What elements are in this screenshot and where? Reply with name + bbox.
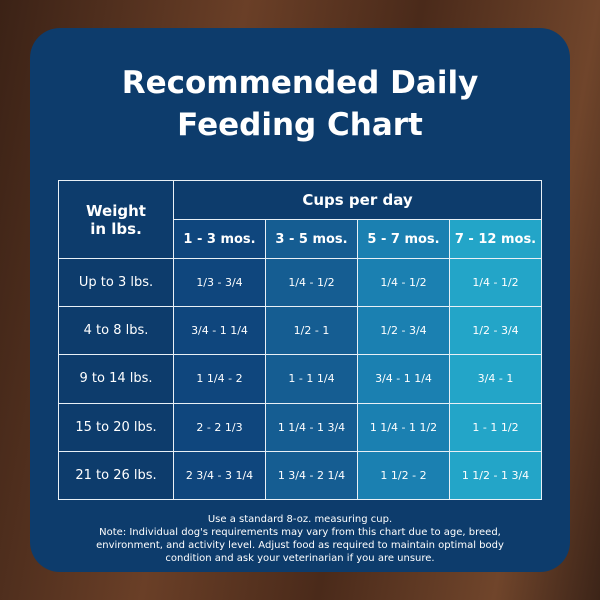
weight-cell: 21 to 26 lbs. xyxy=(58,450,174,501)
table-row: 15 to 20 lbs. 2 - 2 1/3 1 1/4 - 1 3/4 1 1/4… xyxy=(58,402,542,452)
cups-cell: 2 3/4 - 3 1/4 xyxy=(173,450,266,501)
cups-cell: 2 - 2 1/3 xyxy=(173,402,266,452)
cups-cell: 1/4 - 1/2 xyxy=(265,257,358,308)
table-row: 4 to 8 lbs. 3/4 - 1 1/4 1/2 - 1 1/2 - 3/4 1/… xyxy=(58,306,542,356)
cups-cell: 1 1/4 - 2 xyxy=(173,354,266,404)
table-head: Weight in lbs. Cups per day 1 - 3 mos. 3 … xyxy=(58,180,542,259)
column-header: 3 - 5 mos. xyxy=(265,219,358,259)
table-row: 21 to 26 lbs. 2 3/4 - 3 1/4 1 3/4 - 2 1/4 1… xyxy=(58,450,542,501)
cups-cell: 3/4 - 1 1/4 xyxy=(357,354,450,404)
note: Use a standard 8-oz. measuring cup. xyxy=(207,514,393,525)
cups-cell: 3/4 - 1 1/4 xyxy=(173,306,266,356)
table-row: Up to 3 lbs. 1/3 - 3/4 1/4 - 1/2 1/4 - 1/2 1… xyxy=(58,257,542,308)
feeding-table: Weight in lbs. Cups per day 1 - 3 mos. 3 … xyxy=(58,180,542,501)
weight-cell: Up to 3 lbs. xyxy=(58,257,174,308)
cups-cell: 1 3/4 - 2 1/4 xyxy=(265,450,358,501)
cups-cell: 1 - 1 1/4 xyxy=(265,354,358,404)
column-header: 7 - 12 mos. xyxy=(449,219,542,259)
note: Note: Individual dog's requirements may … xyxy=(96,527,504,564)
weight-cell: 15 to 20 lbs. xyxy=(58,402,174,452)
cups-cell: 1 - 1 1/2 xyxy=(449,402,542,452)
cups-cell: 1/2 - 1 xyxy=(265,306,358,356)
cups-cell: 1/3 - 3/4 xyxy=(173,257,266,308)
cups-cell: 1/4 - 1/2 xyxy=(357,257,450,308)
title: Recommended Daily Feeding Chart xyxy=(121,65,479,143)
cups-cell: 1/4 - 1/2 xyxy=(449,257,542,308)
weight-cell: 9 to 14 lbs. xyxy=(58,354,174,404)
cups-cell: 1/2 - 3/4 xyxy=(357,306,450,356)
cups-cell: 1 1/2 - 1 3/4 xyxy=(449,450,542,501)
column-row: 1 - 3 mos. 3 - 5 mos. 5 - 7 mos. 7 - 12 mos… xyxy=(59,219,542,259)
column-header: 1 - 3 mos. xyxy=(173,219,266,259)
cups-cell: 1 1/4 - 1 3/4 xyxy=(265,402,358,452)
cups-cell: 1 1/2 - 2 xyxy=(357,450,450,501)
header-row: Weight in lbs. Cups per day xyxy=(58,180,542,259)
column-header: 5 - 7 mos. xyxy=(357,219,450,259)
weight-cell: 4 to 8 lbs. xyxy=(58,306,174,356)
weight-header: Weight in lbs. xyxy=(58,180,174,259)
cups-cell: 1 1/4 - 1 1/2 xyxy=(357,402,450,452)
table-body: Up to 3 lbs. 1/3 - 3/4 1/4 - 1/2 1/4 - 1/2 1… xyxy=(58,257,542,501)
cups-cell: 1/2 - 3/4 xyxy=(449,306,542,356)
group-header: Cups per day xyxy=(173,180,542,220)
notes: Use a standard 8-oz. measuring cup. Note… xyxy=(80,513,520,565)
weight-header-text: Weight in lbs. xyxy=(86,201,146,238)
cups-cell: 3/4 - 1 xyxy=(449,354,542,404)
